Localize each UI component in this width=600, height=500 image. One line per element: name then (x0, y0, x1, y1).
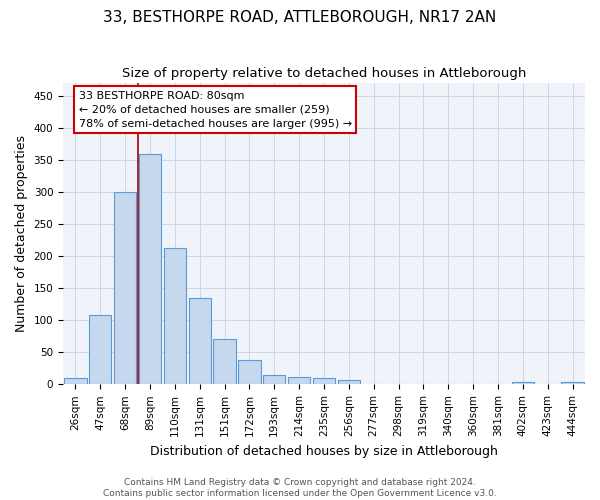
Bar (512, 382, 534, 384)
Bar (338, 380, 360, 384)
Bar (89, 315, 112, 384)
Bar (188, 298, 211, 384)
Title: Size of property relative to detached houses in Attleborough: Size of property relative to detached ho… (122, 68, 526, 80)
Bar (238, 360, 260, 384)
Text: 33 BESTHORPE ROAD: 80sqm
← 20% of detached houses are smaller (259)
78% of semi-: 33 BESTHORPE ROAD: 80sqm ← 20% of detach… (79, 90, 352, 128)
Y-axis label: Number of detached properties: Number of detached properties (15, 135, 28, 332)
Bar (139, 154, 161, 384)
Bar (214, 340, 236, 384)
Bar (313, 378, 335, 384)
Text: Contains HM Land Registry data © Crown copyright and database right 2024.
Contai: Contains HM Land Registry data © Crown c… (103, 478, 497, 498)
X-axis label: Distribution of detached houses by size in Attleborough: Distribution of detached houses by size … (150, 444, 498, 458)
Bar (114, 192, 136, 384)
Bar (562, 382, 584, 384)
Bar (288, 376, 310, 384)
Bar (263, 374, 286, 384)
Text: 33, BESTHORPE ROAD, ATTLEBOROUGH, NR17 2AN: 33, BESTHORPE ROAD, ATTLEBOROUGH, NR17 2… (103, 10, 497, 25)
Bar (64, 378, 86, 384)
Bar (164, 248, 186, 384)
